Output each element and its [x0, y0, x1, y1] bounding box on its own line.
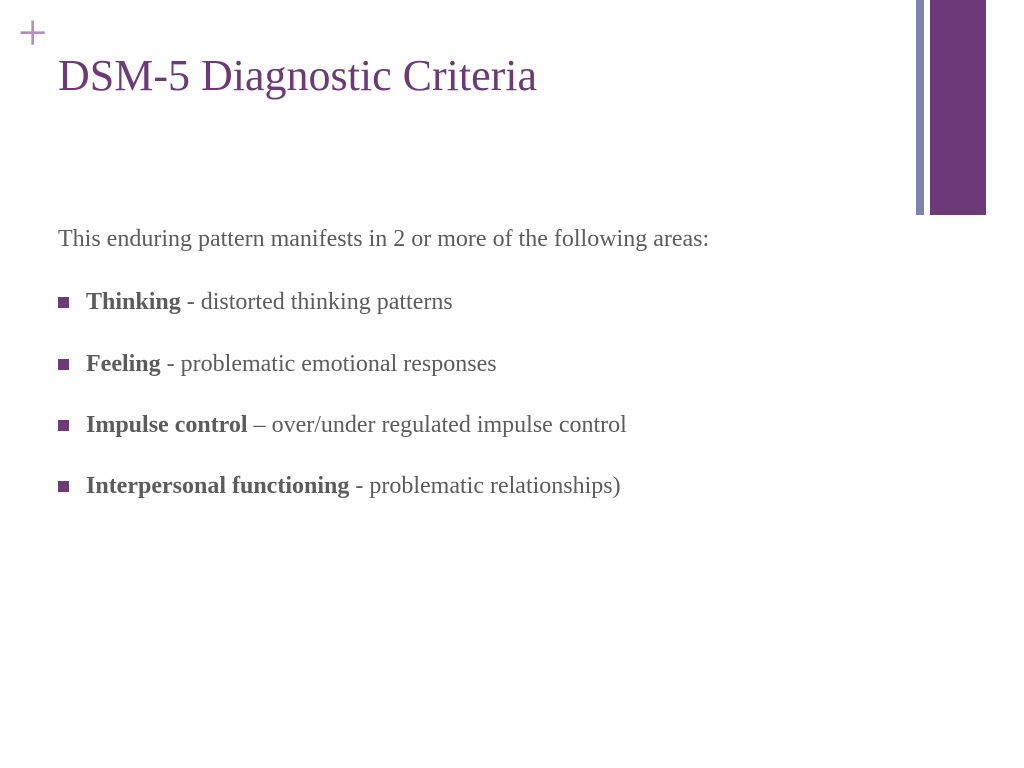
- bullet-desc: problematic relationships): [369, 473, 620, 499]
- bullet-sep: -: [181, 289, 201, 315]
- bullet-term: Thinking: [86, 289, 181, 315]
- bullet-icon: [58, 420, 69, 431]
- bullet-sep: -: [161, 351, 181, 377]
- list-item: Thinking - distorted thinking patterns: [58, 287, 848, 318]
- bullet-desc: distorted thinking patterns: [201, 289, 453, 315]
- list-item: Interpersonal functioning - problematic …: [58, 471, 848, 502]
- bullet-icon: [58, 359, 69, 370]
- intro-text: This enduring pattern manifests in 2 or …: [58, 223, 848, 255]
- bullet-term: Feeling: [86, 351, 161, 377]
- bullet-desc: problematic emotional responses: [181, 351, 497, 377]
- plus-decoration-icon: +: [18, 8, 47, 60]
- bullet-sep: –: [248, 412, 272, 438]
- bullet-icon: [58, 297, 69, 308]
- body-content: This enduring pattern manifests in 2 or …: [58, 223, 848, 532]
- list-item: Feeling - problematic emotional response…: [58, 349, 848, 380]
- accent-bar-thin: [916, 0, 924, 215]
- bullet-sep: -: [349, 473, 369, 499]
- accent-bar-thick: [930, 0, 986, 215]
- bullet-icon: [58, 481, 69, 492]
- bullet-term: Interpersonal functioning: [86, 473, 349, 499]
- bullet-list: Thinking - distorted thinking patterns F…: [58, 287, 848, 502]
- bullet-desc: over/under regulated impulse control: [272, 412, 627, 438]
- slide-title: DSM-5 Diagnostic Criteria: [58, 50, 537, 101]
- accent-bars: [916, 0, 986, 215]
- list-item: Impulse control – over/under regulated i…: [58, 410, 848, 441]
- bullet-term: Impulse control: [86, 412, 248, 438]
